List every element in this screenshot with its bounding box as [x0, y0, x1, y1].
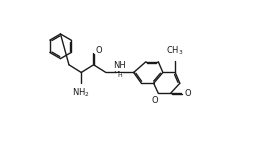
- Text: O: O: [184, 89, 191, 98]
- Text: H: H: [120, 60, 125, 69]
- Text: NH$_2$: NH$_2$: [73, 86, 90, 99]
- Text: H: H: [117, 73, 122, 78]
- Text: CH$_3$: CH$_3$: [166, 45, 184, 57]
- Text: O: O: [96, 46, 103, 55]
- Text: O: O: [152, 96, 159, 105]
- Text: N: N: [113, 65, 120, 74]
- Text: NH: NH: [113, 61, 126, 70]
